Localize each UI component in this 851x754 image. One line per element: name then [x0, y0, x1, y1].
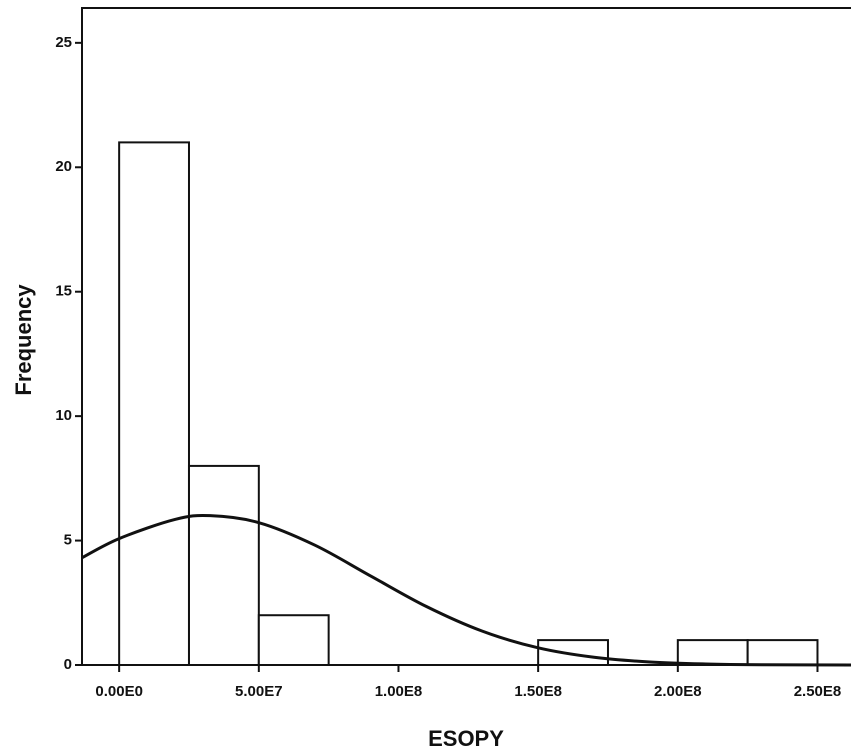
- bar: [746, 639, 819, 667]
- y-tick-label: 20: [55, 158, 72, 175]
- x-tick-label: 2.00E8: [654, 683, 702, 700]
- y-axis-title: Frequency: [11, 284, 36, 396]
- x-tick-label: 5.00E7: [235, 683, 283, 700]
- bar: [118, 141, 190, 667]
- y-tick-label: 15: [55, 283, 72, 300]
- x-tick-label: 1.00E8: [375, 683, 423, 700]
- x-tick-label: 2.50E8: [794, 683, 842, 700]
- y-tick-label: 5: [64, 532, 72, 549]
- bar: [187, 464, 260, 666]
- x-tick-label: 0.00E0: [95, 683, 143, 700]
- bar: [676, 639, 749, 667]
- normal-curve: [81, 514, 851, 667]
- x-axis-title: ESOPY: [428, 726, 504, 751]
- x-tick-label: 1.50E8: [514, 683, 562, 700]
- bar: [537, 639, 609, 667]
- y-tick-label: 25: [55, 34, 72, 51]
- y-tick-label: 0: [64, 656, 72, 673]
- plot-frame: [81, 7, 851, 666]
- bar: [257, 614, 330, 667]
- y-tick-label: 10: [55, 407, 72, 424]
